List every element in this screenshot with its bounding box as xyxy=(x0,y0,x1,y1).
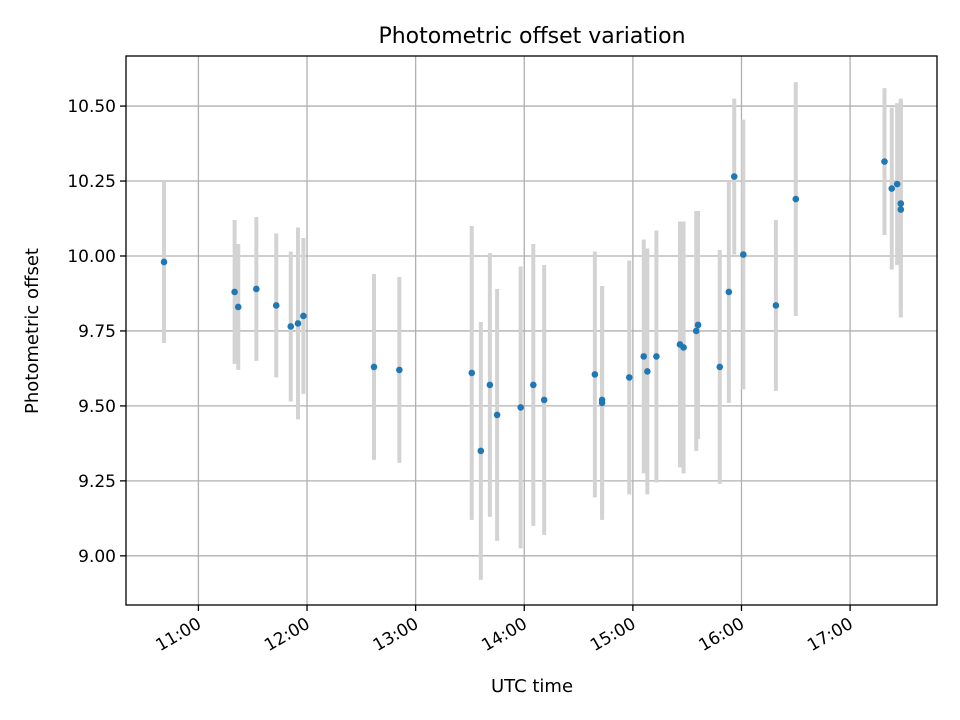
y-tick-label: 9.50 xyxy=(78,397,116,417)
data-point xyxy=(486,381,494,389)
data-point xyxy=(272,302,280,309)
data-point xyxy=(772,302,780,309)
data-point xyxy=(234,303,242,311)
y-tick-label: 9.75 xyxy=(78,322,116,342)
y-tick-label: 10.00 xyxy=(67,247,116,267)
y-axis-label: Photometric offset xyxy=(22,248,43,414)
x-tick-label: 13:00 xyxy=(370,614,422,656)
data-point xyxy=(792,195,800,203)
data-point xyxy=(730,173,738,180)
data-point xyxy=(598,396,606,404)
data-point xyxy=(300,312,307,320)
data-point xyxy=(517,404,524,411)
data-point xyxy=(253,285,260,293)
y-tick-label: 10.50 xyxy=(67,97,116,117)
data-point xyxy=(468,369,476,377)
x-tick-label: 11:00 xyxy=(152,614,204,656)
data-point xyxy=(640,353,648,360)
data-point xyxy=(530,381,537,389)
y-tick-label: 10.25 xyxy=(67,172,116,192)
data-point xyxy=(644,368,651,375)
data-point xyxy=(231,288,238,296)
data-point xyxy=(477,447,485,455)
data-point xyxy=(881,158,888,165)
data-point xyxy=(725,288,733,296)
data-point xyxy=(716,363,724,371)
data-point xyxy=(287,323,295,330)
x-tick-label: 17:00 xyxy=(804,614,856,656)
x-tick-label: 15:00 xyxy=(587,614,639,656)
data-point xyxy=(540,396,548,404)
data-point xyxy=(740,251,747,258)
data-points xyxy=(160,158,905,455)
data-point xyxy=(888,185,896,192)
data-point xyxy=(591,371,599,378)
data-point xyxy=(692,327,700,335)
data-point xyxy=(493,411,501,419)
y-tick-label: 9.25 xyxy=(78,472,116,492)
x-tick-label: 12:00 xyxy=(261,614,313,656)
x-tick-label: 14:00 xyxy=(478,614,530,656)
data-point xyxy=(694,321,702,329)
x-axis-label: UTC time xyxy=(491,676,573,697)
axis-ticks xyxy=(120,105,851,611)
data-point xyxy=(897,206,905,213)
data-point xyxy=(160,258,168,266)
data-point xyxy=(897,200,905,207)
data-point xyxy=(653,353,660,360)
data-point xyxy=(893,180,901,188)
data-point xyxy=(680,344,687,351)
y-tick-label: 9.00 xyxy=(78,547,116,567)
data-point xyxy=(294,320,302,327)
data-point xyxy=(396,366,403,374)
data-point xyxy=(625,374,633,381)
chart-title: Photometric offset variation xyxy=(378,24,685,49)
x-tick-label: 16:00 xyxy=(696,614,748,656)
data-point xyxy=(370,363,378,371)
